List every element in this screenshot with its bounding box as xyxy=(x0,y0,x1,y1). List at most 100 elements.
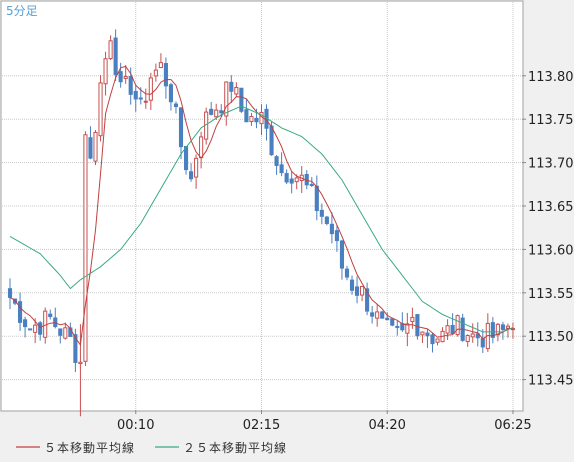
candle-up xyxy=(375,311,380,319)
candle-down xyxy=(73,334,78,363)
candle-down xyxy=(48,313,53,318)
candle-up xyxy=(148,77,153,101)
candle-down xyxy=(118,71,123,83)
candle-down xyxy=(219,110,224,114)
candle-down xyxy=(475,333,480,339)
candle-down xyxy=(244,109,249,123)
candle-up xyxy=(405,323,410,334)
candle-down xyxy=(380,311,385,319)
candle-up xyxy=(214,109,219,118)
ma25-line xyxy=(9,105,514,333)
timeframe-label: 5分足 xyxy=(6,4,38,18)
candle-down xyxy=(370,312,375,317)
candle-up xyxy=(83,134,88,362)
candle-up xyxy=(194,157,199,178)
ma5-line xyxy=(9,65,514,347)
candle-down xyxy=(7,288,13,298)
candle-down xyxy=(344,268,350,278)
candle-down xyxy=(339,240,345,269)
candle-down xyxy=(390,318,395,326)
x-tick-label: 02:15 xyxy=(243,418,280,433)
y-tick-label: 113.75 xyxy=(528,113,574,128)
candle-down xyxy=(178,107,184,148)
candle-down xyxy=(28,328,33,331)
candle-down xyxy=(324,216,329,224)
candle-up xyxy=(78,361,83,365)
candle-down xyxy=(284,173,289,183)
candle-down xyxy=(254,117,259,123)
x-tick-label: 06:25 xyxy=(494,418,531,433)
candle-down xyxy=(309,183,314,186)
candle-up xyxy=(495,323,500,336)
candle-up xyxy=(234,86,239,95)
candle-down xyxy=(425,332,430,337)
candle-down xyxy=(239,87,244,112)
y-tick-label: 113.65 xyxy=(528,200,574,215)
candle-up xyxy=(108,40,113,60)
y-tick-label: 113.55 xyxy=(528,287,574,302)
candle-up xyxy=(98,82,103,137)
candle-up xyxy=(153,69,158,77)
candle-down xyxy=(274,156,279,166)
y-tick-label: 113.70 xyxy=(528,157,574,172)
moving-average-lines xyxy=(9,65,514,347)
candle-down xyxy=(329,223,334,235)
y-tick-label: 113.45 xyxy=(528,374,574,389)
candle-down xyxy=(289,178,294,184)
candle-down xyxy=(279,164,284,174)
candle-up xyxy=(63,327,68,339)
candle-down xyxy=(385,317,390,321)
candle-up xyxy=(435,338,440,343)
candle-up xyxy=(33,324,38,333)
y-tick-label: 113.60 xyxy=(528,243,574,258)
candle-down xyxy=(490,322,495,338)
candle-down xyxy=(18,301,23,323)
candle-down xyxy=(229,81,234,92)
y-tick-label: 113.80 xyxy=(528,70,574,85)
candle-down xyxy=(58,328,63,336)
candle-up xyxy=(123,76,128,79)
candle-up xyxy=(470,333,475,338)
candle-up xyxy=(93,131,98,162)
y-tick-label: 113.50 xyxy=(528,330,574,345)
candle-up xyxy=(103,58,108,85)
candle-up xyxy=(43,310,48,338)
candle-down xyxy=(319,209,324,217)
candle-up xyxy=(143,100,148,103)
candle-down xyxy=(314,185,319,212)
candle-up xyxy=(360,285,365,296)
legend-ma5-label: ５本移動平均線 xyxy=(44,440,135,455)
candle-down xyxy=(133,90,138,100)
candle-down xyxy=(500,324,505,331)
y-axis: 113.80 113.75 113.70 113.65 113.60 113.55 113.… xyxy=(522,70,574,389)
candle-down xyxy=(450,324,455,335)
candle-up xyxy=(249,116,254,122)
candle-down xyxy=(173,103,179,108)
candle-down xyxy=(415,314,420,337)
candle-down xyxy=(349,279,355,291)
candle-up xyxy=(455,315,460,336)
x-tick-label: 04:20 xyxy=(368,418,405,433)
candle-down xyxy=(113,37,118,75)
candle-down xyxy=(183,146,189,171)
candle-up xyxy=(465,335,470,343)
candle-up xyxy=(294,177,299,183)
candle-down xyxy=(365,288,370,312)
candle-up xyxy=(199,136,204,159)
candle-down xyxy=(168,84,174,103)
candle-down xyxy=(269,125,274,156)
candle-down xyxy=(128,76,133,95)
legend: ５本移動平均線 ２５本移動平均線 xyxy=(16,440,287,455)
candle-down xyxy=(138,97,143,100)
candle-down xyxy=(480,338,485,348)
candle-down xyxy=(38,322,43,335)
candle-down xyxy=(354,286,360,296)
legend-ma25-label: ２５本移動平均線 xyxy=(183,440,287,455)
candle-down xyxy=(395,325,400,328)
candle-down xyxy=(163,63,168,87)
x-axis: 00:10 02:15 04:20 06:25 xyxy=(117,410,532,433)
candle-down xyxy=(334,230,339,242)
candle-down xyxy=(189,171,194,180)
x-tick-label: 00:10 xyxy=(117,418,154,433)
